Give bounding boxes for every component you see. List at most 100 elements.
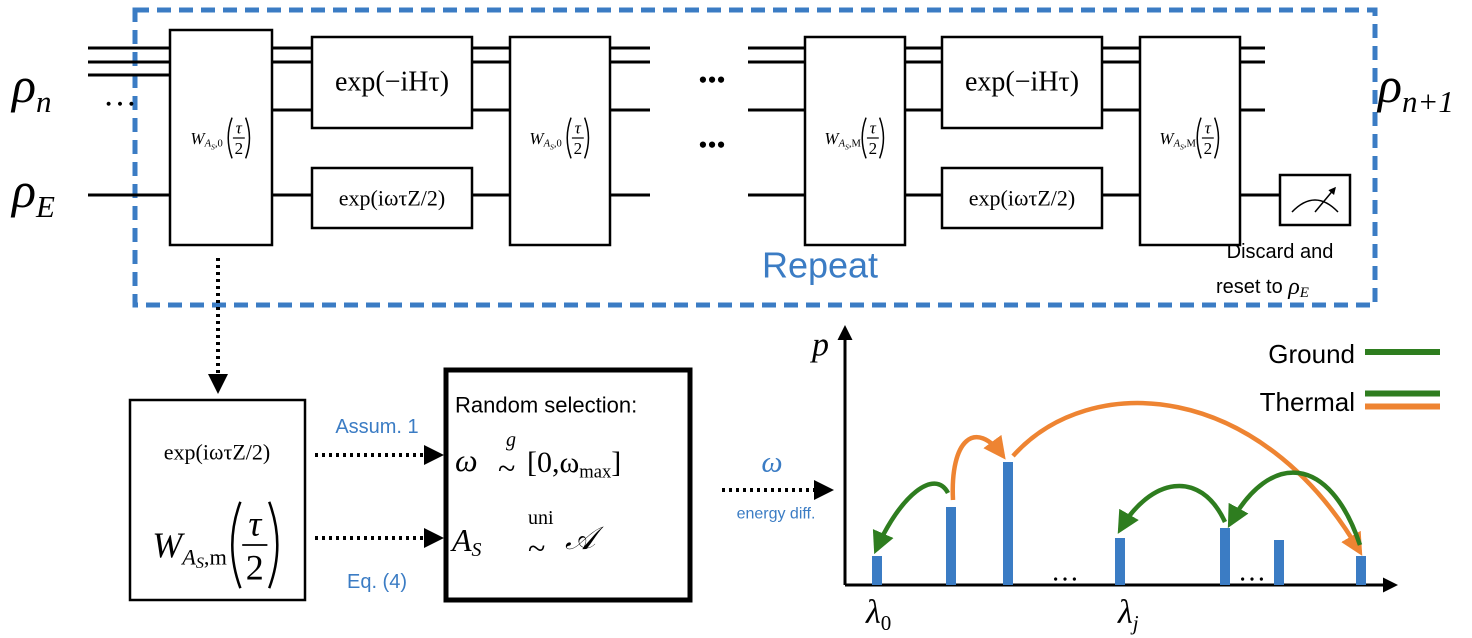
label: ~ [498, 450, 515, 486]
repeat-label: Repeat [762, 245, 878, 286]
math-part: A [180, 544, 196, 569]
math-label: ρE [10, 162, 55, 224]
math-part: ρ [10, 162, 36, 218]
note-part: reset to [1216, 276, 1288, 298]
gate-label: exp(−iHτ) [965, 67, 1079, 98]
math-part: W [529, 129, 545, 148]
label: 2 [869, 139, 878, 158]
gate-box [310, 35, 474, 130]
note: reset to ρE [1216, 274, 1309, 301]
legend-label: Thermal [1260, 387, 1355, 417]
parenthesis [231, 501, 242, 589]
parenthesis [583, 117, 590, 159]
math-label: WAS,0 [529, 129, 561, 152]
math-part: S [211, 142, 215, 151]
label: uni [528, 507, 554, 529]
label: p [810, 327, 829, 364]
math-label: ρn+1 [1376, 57, 1454, 119]
math-part: max [579, 461, 612, 482]
level-bar [1220, 528, 1230, 585]
ellipsis: ••• [698, 66, 725, 95]
level-bar [872, 556, 882, 585]
math-part: A [450, 522, 472, 558]
math-part: A [838, 138, 846, 149]
math-part: ,m [204, 544, 227, 569]
math-label: WAS,M [1159, 129, 1196, 152]
ellipsis: … [103, 77, 137, 114]
math-part: [0,ω [527, 446, 579, 479]
title: Random selection: [455, 393, 637, 418]
level-bar [1003, 462, 1013, 585]
math-label: AS [450, 522, 482, 561]
math-part: ,0 [215, 138, 223, 149]
gate-label: exp(iωτZ/2) [164, 440, 270, 465]
math-part: j [1130, 611, 1139, 635]
gate-label: exp(iωτZ/2) [339, 186, 445, 211]
math-part: ] [611, 446, 621, 479]
math-part: W [824, 129, 840, 148]
parenthesis [227, 117, 233, 159]
label: ω [761, 446, 782, 479]
math-part: W [152, 525, 185, 565]
label: τ [1205, 118, 1212, 137]
gate-box [443, 367, 693, 603]
legend-label: Ground [1268, 339, 1355, 369]
gate-box [940, 166, 1104, 230]
gate-label: exp(iωτZ/2) [969, 186, 1075, 211]
math-part: W [1159, 129, 1175, 148]
meter-needle [1314, 186, 1336, 213]
parenthesis [268, 501, 279, 589]
ellipsis: ••• [698, 131, 725, 160]
gate-box [128, 398, 307, 602]
transition-arrow [950, 434, 1006, 501]
math-part: A [204, 138, 212, 149]
math-part: n+1 [1402, 84, 1454, 119]
label: Assum. 1 [335, 416, 418, 438]
math-part: S [196, 554, 204, 572]
gate-box [940, 35, 1104, 130]
math-part: ,M [1184, 138, 1197, 149]
math-label: WAS,0 [190, 129, 222, 152]
gate-box [168, 28, 274, 247]
label: 2 [246, 547, 264, 587]
note-part: ρ [1287, 274, 1300, 300]
math-part: S [472, 539, 482, 561]
parenthesis [861, 117, 867, 159]
label: 2 [1204, 139, 1213, 158]
ellipsis: … [1238, 557, 1266, 588]
parenthesis [244, 117, 251, 159]
transition-arrow [1117, 483, 1228, 534]
ellipsis: … [1051, 557, 1079, 588]
level-bar [1115, 538, 1125, 585]
meter-arc [1291, 199, 1339, 213]
label: τ [236, 118, 243, 137]
parenthesis [1213, 117, 1220, 159]
transition-arrow [872, 481, 950, 555]
label: τ [248, 503, 262, 543]
gate-box [310, 166, 474, 230]
math-part: S [550, 142, 554, 151]
math-label: WAS,m [152, 525, 227, 572]
repeat-region [132, 7, 1378, 308]
transition-arrow [1011, 400, 1363, 556]
gate-box [1138, 35, 1242, 247]
math-part: λ [1117, 594, 1133, 631]
math-part: ρ [1376, 57, 1402, 113]
parenthesis [566, 117, 572, 159]
math-part: W [190, 129, 206, 148]
math-part: A [543, 138, 551, 149]
math-part: ρ [10, 57, 36, 113]
math-part: S [1180, 142, 1184, 151]
label: τ [575, 118, 582, 137]
math-part: S [845, 142, 849, 151]
math-label: λj [1117, 594, 1139, 635]
gate-box [508, 35, 612, 247]
level-bar [1356, 556, 1366, 585]
math-part: 0 [881, 611, 892, 635]
label: 2 [574, 139, 583, 158]
math-label: [0,ωmax] [527, 446, 621, 483]
label: energy diff. [737, 506, 816, 523]
math-label: λ0 [865, 594, 891, 635]
level-bar [946, 507, 956, 585]
note: Discard and [1227, 241, 1334, 263]
